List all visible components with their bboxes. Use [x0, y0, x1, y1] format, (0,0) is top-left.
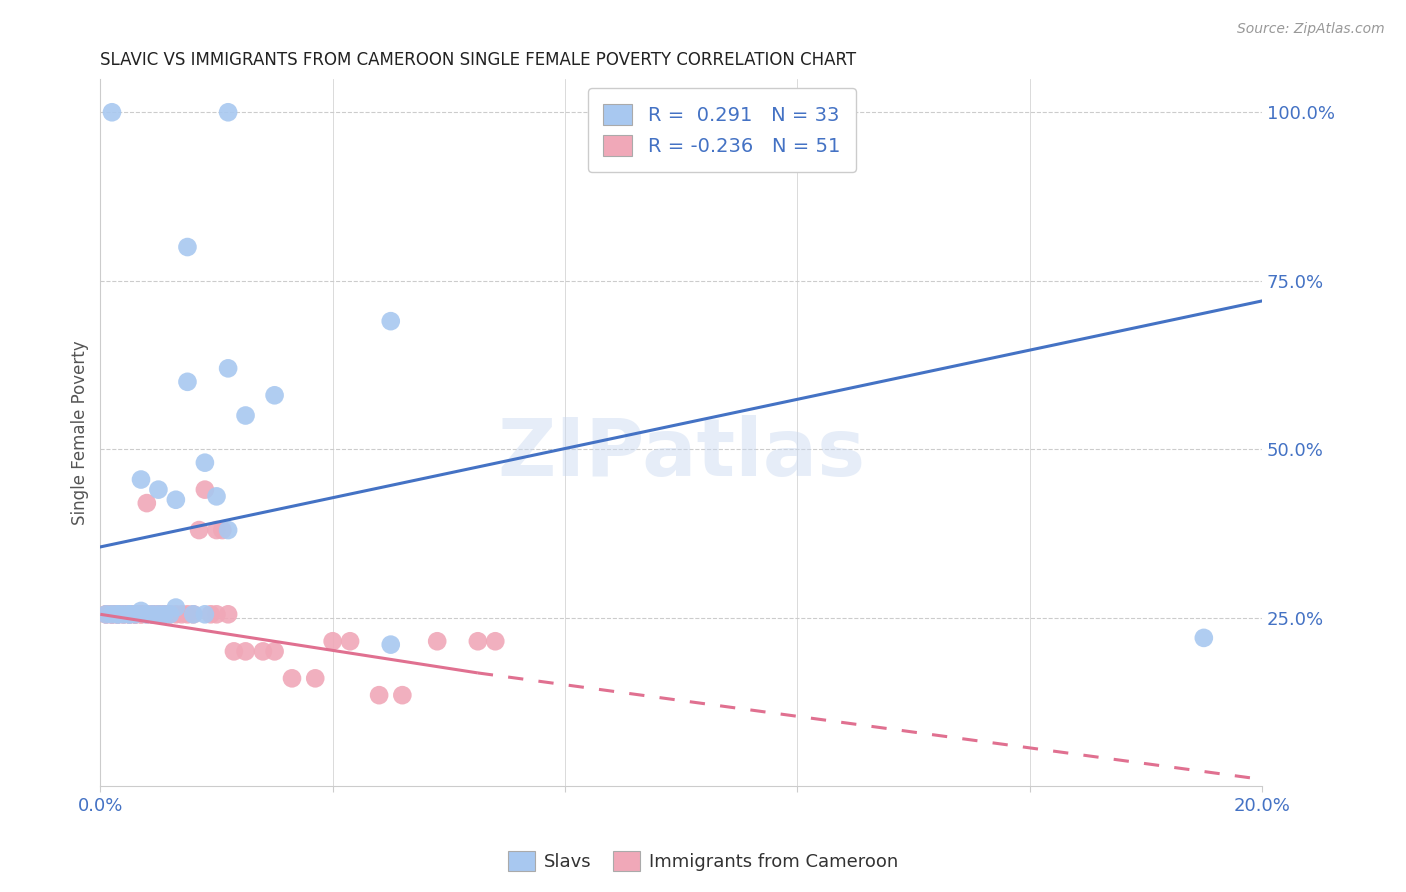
Point	[205, 607, 228, 622]
Point	[124, 607, 146, 622]
Point	[217, 523, 239, 537]
Point	[107, 607, 129, 622]
Point	[205, 523, 228, 537]
Point	[101, 607, 124, 622]
Point	[118, 607, 141, 622]
Point	[165, 492, 187, 507]
Point	[165, 607, 187, 622]
Point	[112, 607, 135, 622]
Point	[124, 607, 146, 622]
Point	[142, 607, 165, 622]
Point	[101, 607, 124, 622]
Point	[129, 607, 152, 622]
Point	[159, 607, 181, 622]
Point	[135, 607, 157, 622]
Y-axis label: Single Female Poverty: Single Female Poverty	[72, 340, 89, 524]
Point	[96, 607, 118, 622]
Point	[101, 607, 124, 622]
Point	[142, 607, 165, 622]
Point	[170, 607, 193, 622]
Text: SLAVIC VS IMMIGRANTS FROM CAMEROON SINGLE FEMALE POVERTY CORRELATION CHART: SLAVIC VS IMMIGRANTS FROM CAMEROON SINGL…	[100, 51, 856, 69]
Point	[118, 607, 141, 622]
Point	[281, 671, 304, 685]
Point	[148, 483, 170, 497]
Point	[368, 688, 391, 702]
Legend: Slavs, Immigrants from Cameroon: Slavs, Immigrants from Cameroon	[501, 844, 905, 879]
Point	[107, 607, 129, 622]
Point	[148, 607, 170, 622]
Point	[118, 607, 141, 622]
Point	[107, 607, 129, 622]
Point	[129, 604, 152, 618]
Point	[153, 607, 176, 622]
Point	[165, 600, 187, 615]
Point	[426, 634, 449, 648]
Point	[159, 607, 181, 622]
Point	[124, 607, 146, 622]
Text: ZIPatlas: ZIPatlas	[496, 415, 865, 492]
Point	[96, 607, 118, 622]
Legend: R =  0.291   N = 33, R = -0.236   N = 51: R = 0.291 N = 33, R = -0.236 N = 51	[588, 88, 856, 171]
Point	[118, 607, 141, 622]
Point	[217, 361, 239, 376]
Point	[322, 634, 344, 648]
Point	[107, 607, 129, 622]
Point	[129, 473, 152, 487]
Point	[96, 607, 118, 622]
Point	[181, 607, 204, 622]
Point	[112, 607, 135, 622]
Point	[194, 607, 217, 622]
Point	[118, 607, 141, 622]
Point	[217, 607, 239, 622]
Point	[222, 644, 245, 658]
Point	[107, 607, 129, 622]
Point	[112, 607, 135, 622]
Point	[101, 105, 124, 120]
Point	[135, 607, 157, 622]
Point	[194, 456, 217, 470]
Point	[176, 375, 198, 389]
Point	[200, 607, 222, 622]
Point	[467, 634, 489, 648]
Point	[1192, 631, 1215, 645]
Point	[148, 607, 170, 622]
Point	[217, 105, 239, 120]
Point	[235, 409, 257, 423]
Point	[194, 483, 217, 497]
Point	[176, 607, 198, 622]
Point	[205, 489, 228, 503]
Point	[263, 644, 285, 658]
Point	[176, 240, 198, 254]
Point	[181, 607, 204, 622]
Point	[142, 607, 165, 622]
Point	[484, 634, 506, 648]
Point	[380, 638, 402, 652]
Point	[263, 388, 285, 402]
Point	[153, 607, 176, 622]
Point	[188, 523, 211, 537]
Point	[391, 688, 413, 702]
Point	[339, 634, 361, 648]
Point	[252, 644, 274, 658]
Point	[153, 607, 176, 622]
Point	[304, 671, 326, 685]
Point	[148, 607, 170, 622]
Point	[129, 607, 152, 622]
Point	[124, 607, 146, 622]
Point	[101, 607, 124, 622]
Point	[135, 496, 157, 510]
Point	[211, 523, 233, 537]
Text: Source: ZipAtlas.com: Source: ZipAtlas.com	[1237, 22, 1385, 37]
Point	[235, 644, 257, 658]
Point	[380, 314, 402, 328]
